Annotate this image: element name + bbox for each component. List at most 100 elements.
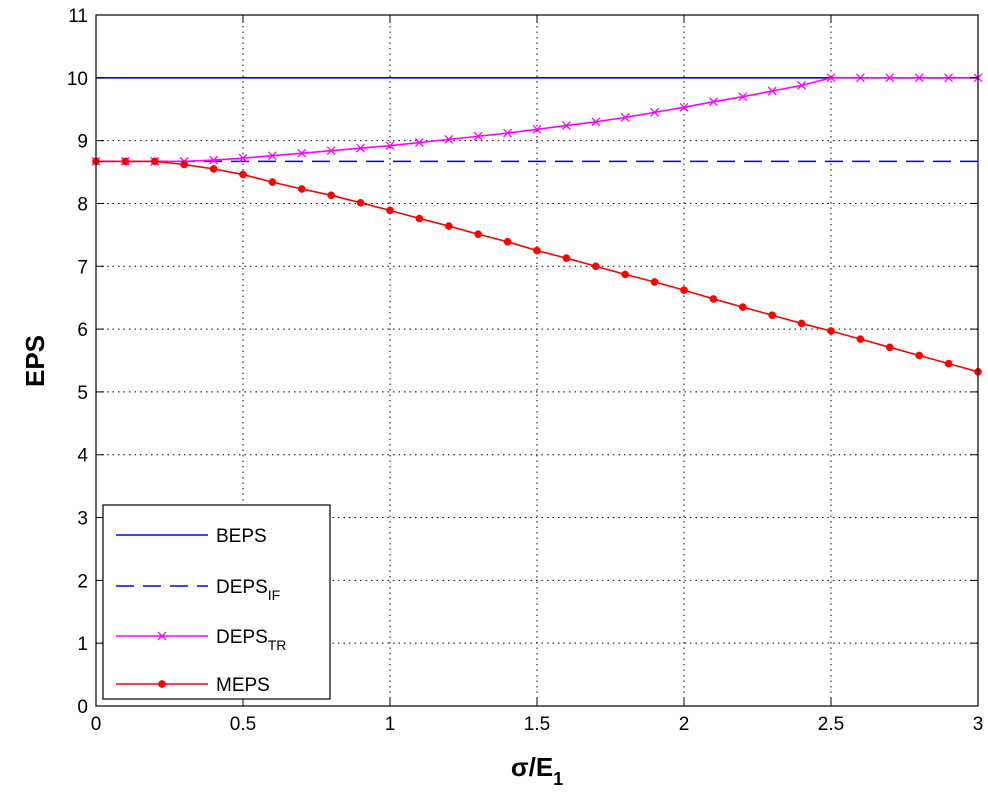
y-tick-label: 9 xyxy=(77,132,88,153)
legend-marker-meps xyxy=(158,680,166,688)
data-point-deps-tr xyxy=(885,73,895,83)
data-point-meps xyxy=(474,230,483,239)
data-point-meps xyxy=(180,160,189,169)
data-point-meps xyxy=(738,303,747,311)
y-tick-labels: 0 1 2 3 4 5 6 7 8 9 10 11 xyxy=(67,6,89,718)
data-point-meps xyxy=(121,157,130,166)
data-point-deps-tr xyxy=(826,73,836,83)
legend-label-main: MEPS xyxy=(216,675,270,696)
legend-label-deps-tr: DEPSTR xyxy=(216,627,286,653)
data-point-meps xyxy=(386,206,394,215)
legend-label-subscript: TR xyxy=(268,637,287,653)
data-point-deps-tr xyxy=(679,102,689,112)
x-axis-label: σ/E1 xyxy=(511,752,563,789)
x-axis-label-main: σ/E xyxy=(511,752,553,782)
data-point-meps xyxy=(827,327,835,335)
data-point-deps-tr xyxy=(914,73,924,83)
data-point-deps-tr xyxy=(767,86,777,96)
series-meps xyxy=(92,157,982,376)
data-point-deps-tr xyxy=(855,73,865,83)
data-point-meps xyxy=(533,246,541,255)
legend-label-subscript: IF xyxy=(268,587,280,603)
legend-item-meps: MEPS xyxy=(116,675,270,696)
data-point-deps-tr xyxy=(473,131,483,141)
data-point-meps xyxy=(150,157,159,166)
data-point-meps xyxy=(297,185,306,193)
y-tick-label: 6 xyxy=(77,320,88,341)
data-point-deps-tr xyxy=(944,73,954,83)
y-tick-label: 7 xyxy=(77,257,88,278)
legend-marker-deps-tr xyxy=(157,631,167,641)
data-point-deps-tr xyxy=(561,121,571,131)
data-point-deps-tr xyxy=(356,143,366,153)
data-point-meps xyxy=(268,178,277,186)
legend-label-main: BEPS xyxy=(216,526,267,547)
x-tick-label: 2 xyxy=(679,714,690,735)
data-point-meps xyxy=(209,165,218,173)
data-point-deps-tr xyxy=(708,97,718,107)
data-point-deps-tr xyxy=(326,146,336,156)
data-point-deps-tr xyxy=(444,134,454,144)
y-tick-label: 0 xyxy=(77,697,88,718)
data-point-meps xyxy=(680,286,688,294)
data-point-meps xyxy=(503,237,512,246)
y-tick-label: 1 xyxy=(77,634,88,655)
data-point-deps-tr xyxy=(385,141,395,151)
legend-item-deps-tr: DEPSTR xyxy=(116,627,286,653)
data-point-meps xyxy=(856,335,865,343)
data-point-deps-tr xyxy=(532,124,542,134)
data-point-deps-tr xyxy=(297,148,307,158)
legend-label-beps: BEPS xyxy=(216,526,267,547)
data-point-deps-tr xyxy=(797,80,807,90)
y-tick-label: 11 xyxy=(68,6,88,27)
y-tick-label: 3 xyxy=(77,509,88,530)
y-tick-label: 2 xyxy=(77,571,88,592)
data-point-meps xyxy=(562,254,571,262)
data-point-meps xyxy=(621,270,630,279)
y-tick-label: 10 xyxy=(67,69,88,90)
data-point-meps xyxy=(885,343,894,352)
data-point-deps-tr xyxy=(591,117,601,127)
data-point-meps xyxy=(591,262,600,271)
data-point-meps xyxy=(444,222,453,230)
series-layer xyxy=(91,73,983,376)
data-point-meps xyxy=(239,170,247,179)
data-point-meps xyxy=(797,319,806,328)
data-point-deps-tr xyxy=(650,107,660,117)
legend-label-meps: MEPS xyxy=(216,675,270,696)
x-tick-label: 1 xyxy=(385,714,396,735)
x-axis-label-subscript: 1 xyxy=(553,769,563,789)
legend-label-main: DEPS xyxy=(216,627,268,648)
data-point-meps xyxy=(944,359,953,368)
x-tick-label: 3 xyxy=(973,714,984,735)
x-tick-label: 0.5 xyxy=(230,714,256,735)
data-point-meps xyxy=(768,311,777,320)
data-point-meps xyxy=(915,351,924,360)
data-point-deps-tr xyxy=(738,92,748,102)
x-tick-label: 1.5 xyxy=(524,714,550,735)
data-point-meps xyxy=(709,295,718,303)
data-point-deps-tr xyxy=(209,155,219,165)
legend-box xyxy=(102,504,331,700)
y-tick-label: 4 xyxy=(77,446,88,467)
data-point-deps-tr xyxy=(414,138,424,147)
data-point-deps-tr xyxy=(620,112,630,122)
y-tick-label: 5 xyxy=(77,383,88,404)
data-point-meps xyxy=(356,198,365,207)
data-point-meps xyxy=(415,214,424,223)
data-point-meps xyxy=(327,191,336,200)
legend-item-deps-if: DEPSIF xyxy=(116,577,280,603)
x-tick-labels: 0 0.5 1 1.5 2 2.5 3 xyxy=(91,714,984,735)
x-tick-label: 0 xyxy=(91,714,102,735)
data-point-meps xyxy=(650,278,659,286)
data-point-deps-tr xyxy=(238,153,248,163)
x-tick-label: 2.5 xyxy=(818,714,844,735)
y-tick-label: 8 xyxy=(77,194,88,215)
legend-item-beps: BEPS xyxy=(116,526,267,547)
data-point-deps-tr xyxy=(267,151,277,161)
data-point-deps-tr xyxy=(503,128,513,138)
y-axis-label: EPS xyxy=(20,335,50,387)
legend-label-main: DEPS xyxy=(216,577,268,598)
